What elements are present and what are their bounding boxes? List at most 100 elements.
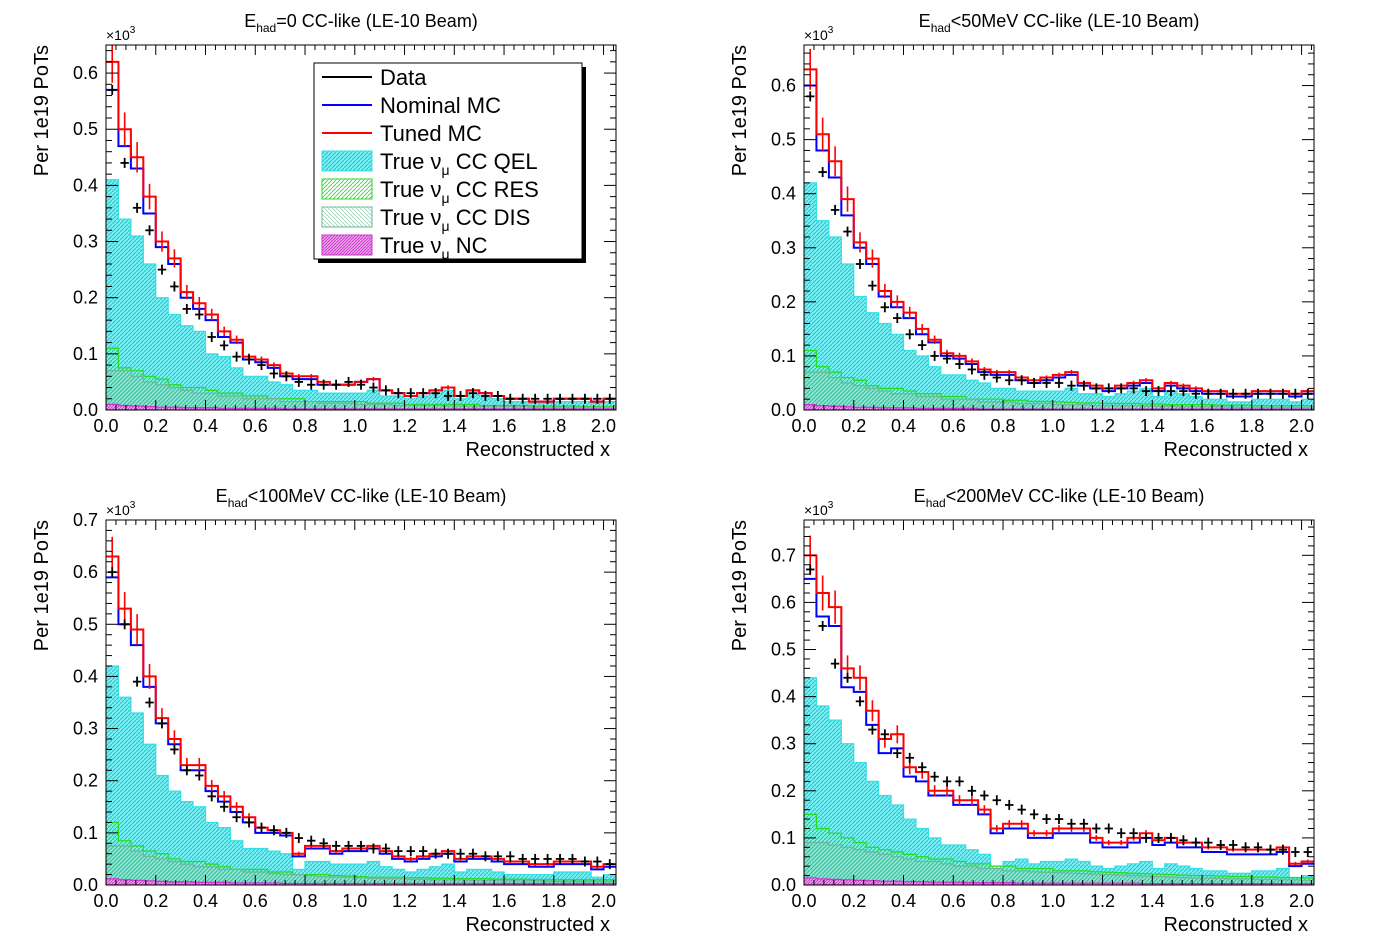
data-point	[855, 259, 865, 269]
chart-title: Ehad<200MeV CC-like (LE-10 Beam)	[914, 486, 1205, 510]
data-point	[880, 729, 890, 740]
data-point	[843, 226, 852, 237]
data-point	[157, 718, 167, 729]
data-point	[1042, 377, 1051, 388]
data-point	[1216, 388, 1225, 399]
y-axis-label: Per 1e19 PoTs	[729, 45, 751, 176]
x-tick-label: 2.0	[1289, 891, 1314, 911]
legend-label: True νμ NC	[380, 233, 488, 262]
x-tick-label: 0.8	[991, 416, 1016, 436]
x-tick-label: 0.8	[293, 416, 318, 436]
data-point	[443, 390, 453, 401]
x-tick-label: 0.0	[93, 416, 118, 436]
data-point	[868, 280, 877, 291]
data-point	[1005, 799, 1014, 810]
data-point	[269, 825, 279, 836]
data-point	[1116, 383, 1126, 394]
data-point	[1116, 828, 1126, 839]
data-point	[1092, 383, 1101, 394]
x-tick-label: 1.6	[492, 416, 517, 436]
qel-histogram	[106, 665, 616, 885]
data-point	[481, 390, 490, 401]
data-point	[120, 157, 129, 168]
x-axis-label: Reconstructed x	[1163, 439, 1308, 461]
x-tick-label: 0.0	[791, 416, 816, 436]
data-point	[244, 817, 254, 828]
data-point	[319, 838, 328, 849]
x-tick-label: 1.4	[1140, 891, 1165, 911]
y-tick-label: 0.1	[771, 346, 796, 366]
data-point	[331, 379, 341, 390]
data-point	[108, 84, 117, 95]
data-point	[207, 791, 216, 802]
data-point	[182, 765, 192, 776]
x-tick-label: 0.6	[243, 416, 268, 436]
data-point	[530, 853, 540, 864]
panel-3: 0.0 0.2 0.4 0.6 0.8 1.0 1.2 1.4 1.6 1.8 2.0 0.0 0.1 0…	[31, 486, 617, 936]
data-point	[580, 393, 590, 404]
data-point	[917, 762, 927, 773]
y-axis-label: Per 1e19 PoTs	[31, 45, 53, 176]
plot-frame	[803, 519, 1315, 886]
data-point	[369, 843, 378, 854]
data-point	[1278, 844, 1288, 855]
y-axis-label: Per 1e19 PoTs	[31, 520, 53, 651]
data-point	[980, 790, 989, 801]
legend-label: True νμ CC RES	[380, 177, 539, 206]
legend-label: True νμ CC DIS	[380, 205, 530, 234]
data-point	[1204, 388, 1213, 399]
y-tick-label: 0.5	[771, 640, 796, 660]
panel-4: 0.0 0.2 0.4 0.6 0.8 1.0 1.2 1.4 1.6 1.8 2.0 0.0 0.1 0…	[729, 486, 1315, 936]
y-tick-label: 0.3	[73, 719, 98, 739]
data-point	[818, 620, 827, 631]
x-tick-label: 1.2	[1090, 891, 1115, 911]
dis-histogram	[106, 845, 616, 885]
data-point	[1067, 818, 1076, 829]
data-point	[145, 225, 154, 236]
data-point	[1166, 386, 1176, 397]
legend-label: Nominal MC	[380, 93, 501, 118]
data-point	[967, 785, 977, 796]
data-point	[369, 382, 378, 393]
data-point	[157, 264, 167, 275]
data-point	[1253, 842, 1263, 853]
y-tick-label: 0.7	[73, 510, 98, 530]
x-tick-label: 2.0	[1289, 416, 1314, 436]
data-point	[893, 748, 902, 759]
y-tick-label: 0.5	[73, 119, 98, 139]
x-tick-label: 1.8	[1239, 891, 1264, 911]
data-point	[344, 376, 353, 387]
tuned-mc-line	[804, 68, 1314, 395]
nc-histogram	[804, 877, 1314, 885]
data-point	[568, 853, 577, 864]
y-tick-label: 0.2	[771, 292, 796, 312]
data-point	[282, 371, 291, 382]
x-tick-label: 1.0	[1040, 416, 1065, 436]
data-point	[1104, 383, 1113, 394]
data-point	[955, 359, 964, 370]
x-tick-label: 1.2	[1090, 416, 1115, 436]
data-point	[1005, 375, 1014, 386]
legend-swatch-nc-histogram	[321, 234, 373, 256]
data-point	[1278, 388, 1288, 399]
legend-swatch-dis-histogram	[321, 206, 373, 228]
x-tick-label: 1.8	[1239, 416, 1264, 436]
y-exponent: ×103	[106, 25, 136, 43]
data-point	[456, 848, 465, 859]
data-point	[1179, 835, 1188, 846]
data-point	[1017, 804, 1026, 815]
data-point	[830, 658, 840, 669]
data-point	[481, 851, 490, 862]
data-point	[580, 856, 590, 867]
y-tick-label: 0.4	[771, 687, 796, 707]
y-tick-label: 0.2	[73, 771, 98, 791]
data-point	[132, 676, 142, 687]
data-point	[431, 388, 440, 399]
data-point	[207, 332, 216, 342]
data-point	[506, 851, 515, 862]
data-point	[307, 379, 316, 390]
data-point	[182, 303, 192, 314]
data-point	[1079, 380, 1089, 391]
x-tick-label: 1.6	[1190, 891, 1215, 911]
data-point	[518, 853, 527, 864]
